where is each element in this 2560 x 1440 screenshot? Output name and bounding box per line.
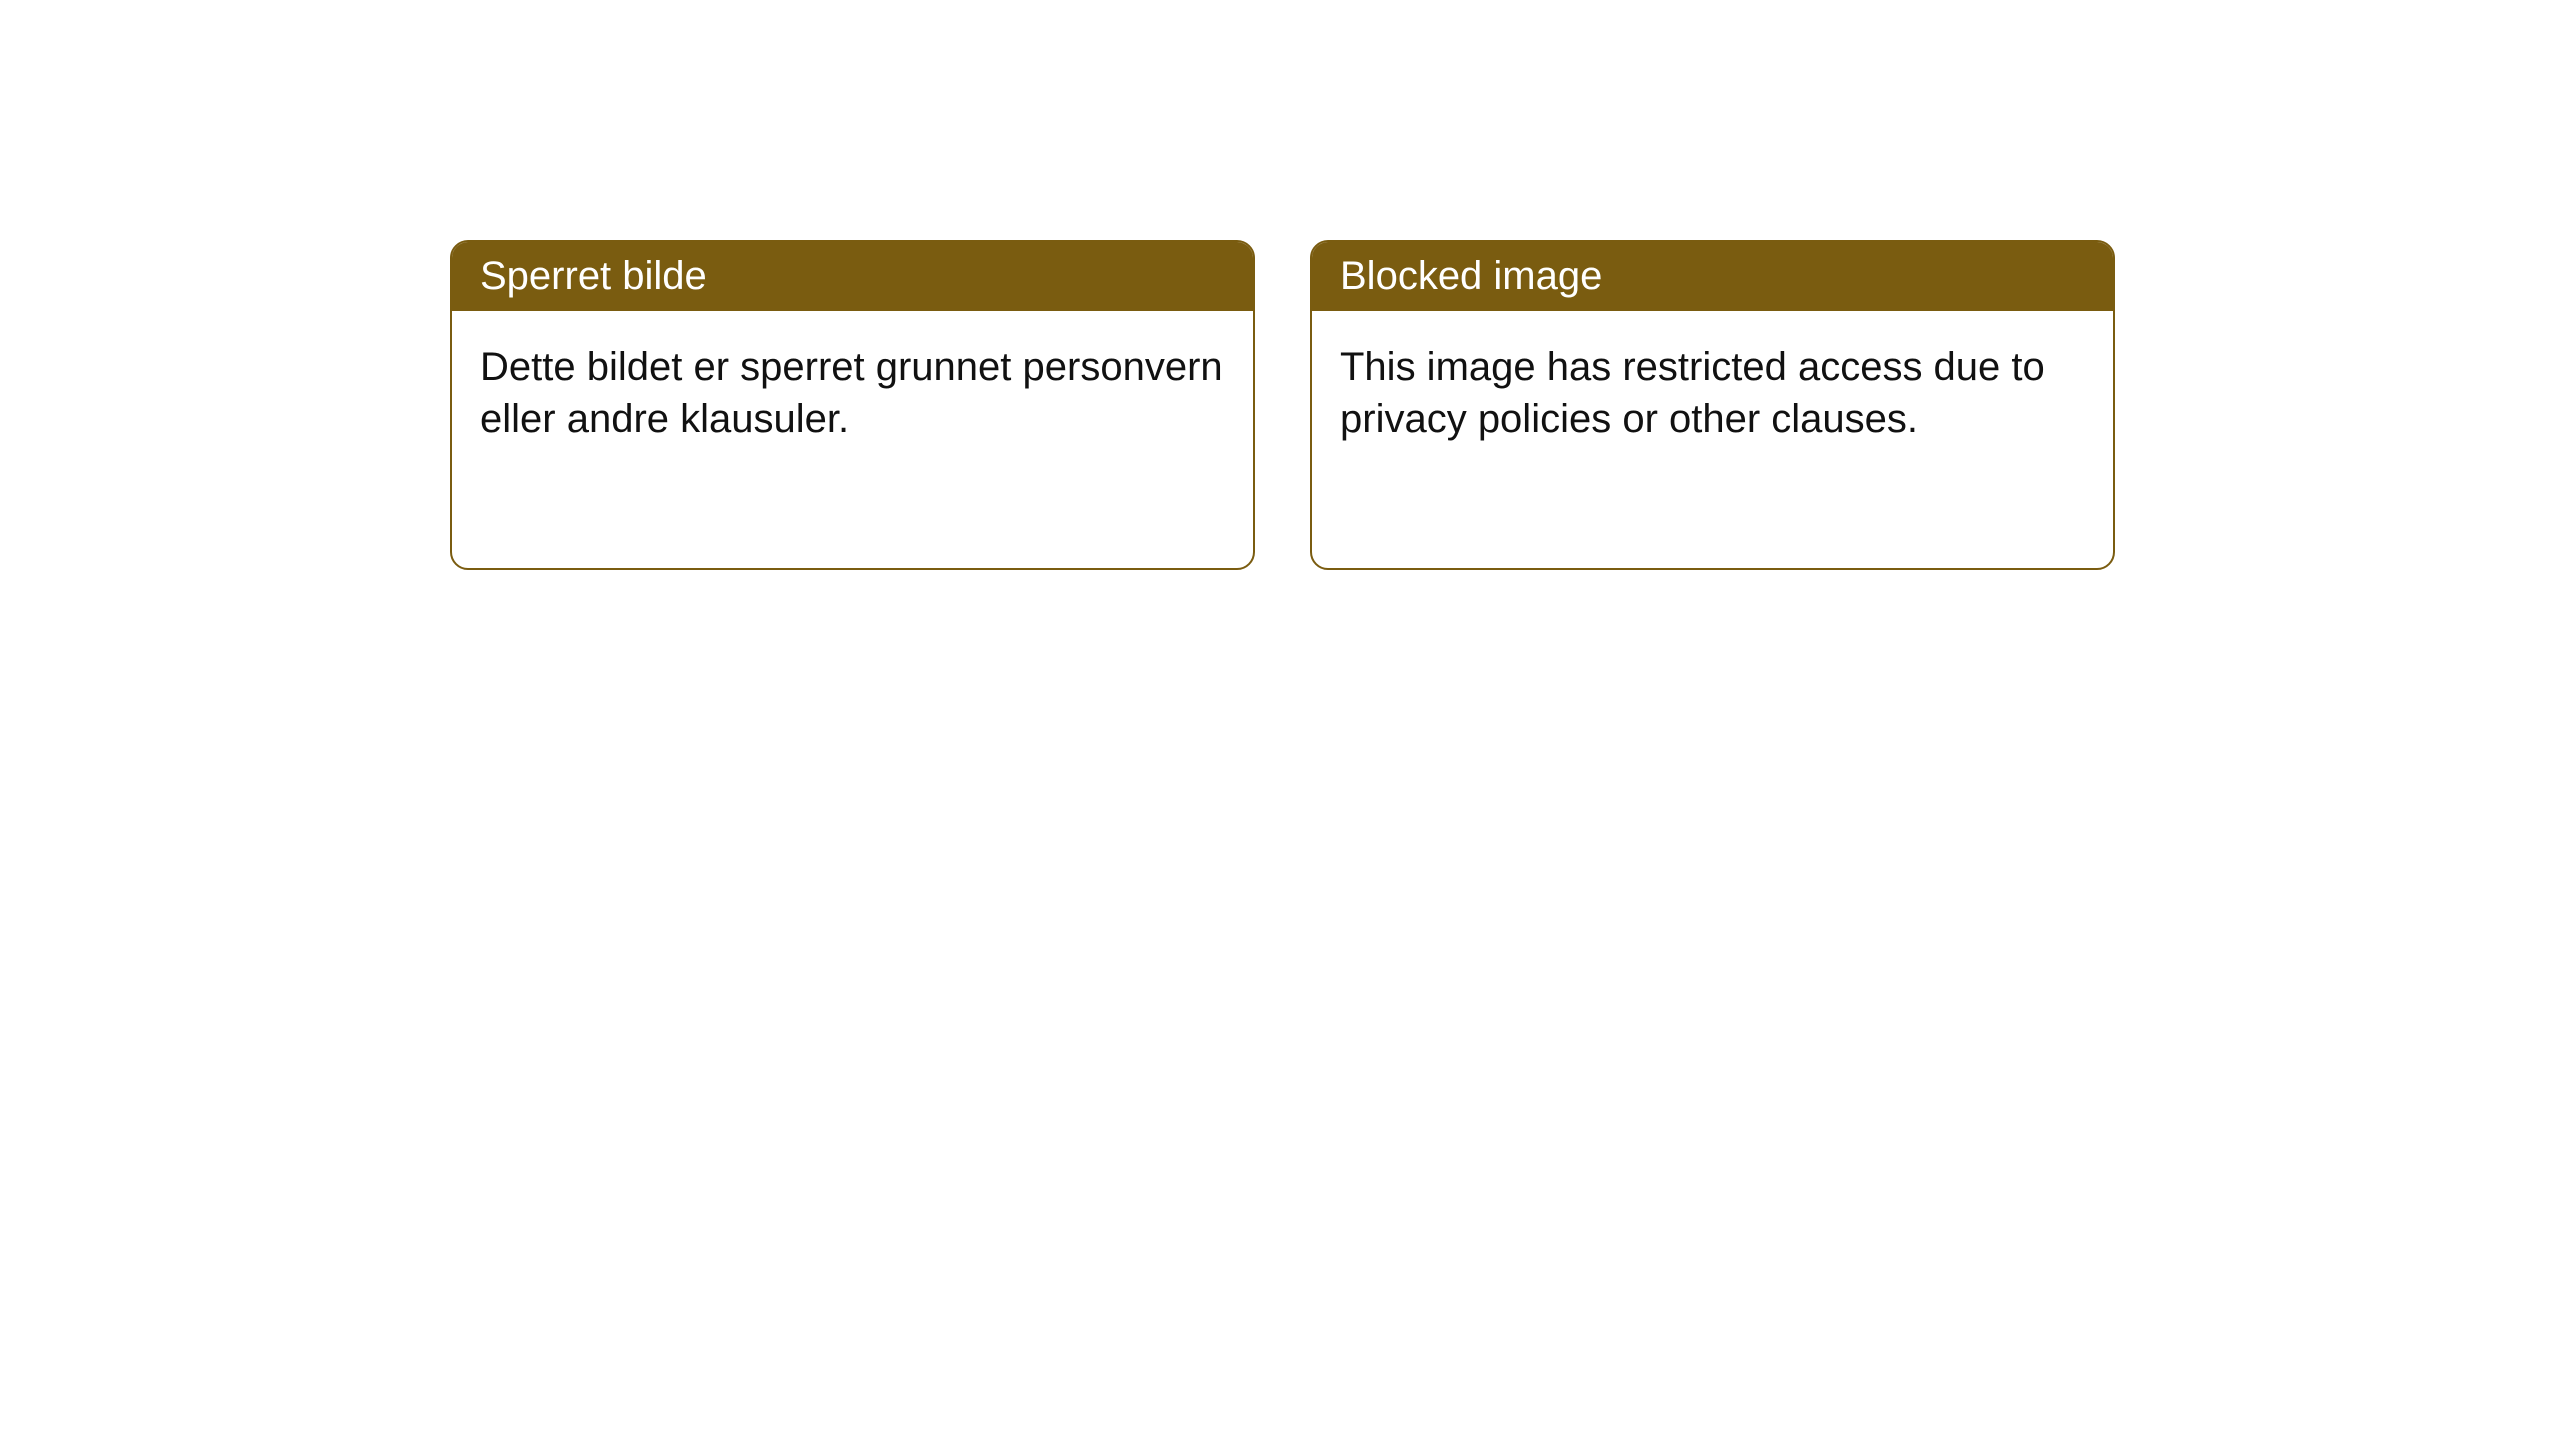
card-title-en: Blocked image	[1340, 254, 1602, 298]
card-body-en: This image has restricted access due to …	[1312, 311, 2113, 475]
card-message-no: Dette bildet er sperret grunnet personve…	[480, 345, 1223, 441]
card-message-en: This image has restricted access due to …	[1340, 345, 2045, 441]
message-cards-container: Sperret bilde Dette bildet er sperret gr…	[450, 240, 2115, 570]
card-header-en: Blocked image	[1312, 242, 2113, 311]
card-title-no: Sperret bilde	[480, 254, 707, 298]
blocked-image-card-no: Sperret bilde Dette bildet er sperret gr…	[450, 240, 1255, 570]
blocked-image-card-en: Blocked image This image has restricted …	[1310, 240, 2115, 570]
card-header-no: Sperret bilde	[452, 242, 1253, 311]
card-body-no: Dette bildet er sperret grunnet personve…	[452, 311, 1253, 475]
